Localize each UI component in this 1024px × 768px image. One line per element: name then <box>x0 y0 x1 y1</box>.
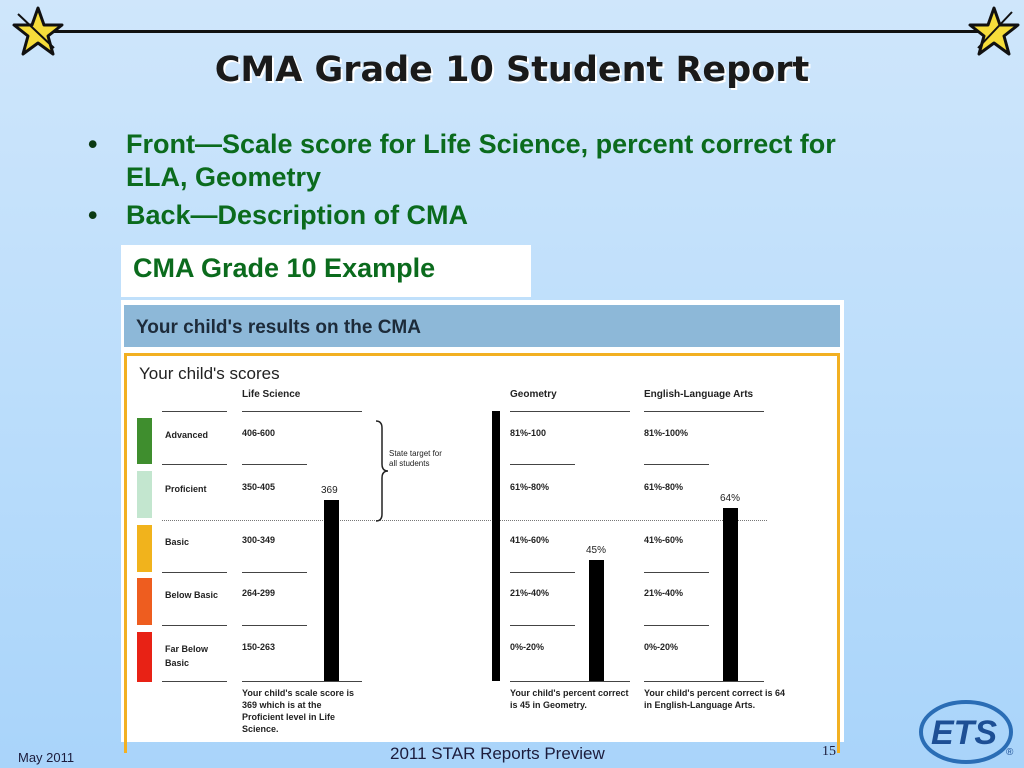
brace-icon <box>375 420 389 522</box>
divider <box>162 411 227 412</box>
scores-panel: Your child's scores Life Science Geometr… <box>124 353 840 753</box>
ela-range: 61%-80% <box>644 482 684 492</box>
star-icon <box>12 6 64 56</box>
level-name: Proficient <box>165 484 207 494</box>
divider <box>644 464 709 465</box>
bullet-item: • Back—Description of CMA <box>88 199 888 232</box>
divider <box>242 464 307 465</box>
level-name: Below Basic <box>165 590 219 600</box>
divider <box>644 572 709 573</box>
ela-score-bar <box>723 508 738 681</box>
life-science-score-bar <box>324 500 339 681</box>
divider <box>162 572 227 573</box>
top-rule <box>30 30 994 33</box>
star-icon <box>968 6 1020 56</box>
life-science-range: 300-349 <box>242 535 276 545</box>
bullet-symbol: • <box>88 129 98 159</box>
level-color-advanced <box>137 418 152 464</box>
divider <box>644 625 709 626</box>
life-science-range: 264-299 <box>242 588 276 598</box>
ela-range: 41%-60% <box>644 535 684 545</box>
divider <box>242 681 362 682</box>
report-header: Your child's results on the CMA <box>124 305 840 347</box>
divider <box>162 464 227 465</box>
divider <box>242 572 307 573</box>
life-science-score-label: 369 <box>321 485 338 497</box>
geometry-range: 41%-60% <box>510 535 550 545</box>
divider <box>644 411 764 412</box>
divider <box>162 625 227 626</box>
geometry-range: 0%-20% <box>510 642 545 652</box>
bullet-text: Front—Scale score for Life Science, perc… <box>126 129 836 192</box>
divider <box>510 464 575 465</box>
scores-title: Your child's scores <box>139 364 280 383</box>
level-name: Basic <box>165 537 190 547</box>
state-target-note: State target for all students <box>389 449 442 468</box>
ela-heading: English-Language Arts <box>644 389 754 400</box>
slide-title: CMA Grade 10 Student Report <box>214 50 810 90</box>
geometry-scale-axis <box>492 411 500 681</box>
divider <box>242 625 307 626</box>
geometry-range: 81%-100 <box>510 428 547 438</box>
ela-range: 0%-20% <box>644 642 679 652</box>
life-science-range: 406-600 <box>242 428 276 438</box>
geometry-heading: Geometry <box>510 389 557 400</box>
ela-range: 21%-40% <box>644 588 684 598</box>
report-image: Your child's results on the CMA Your chi… <box>121 300 844 753</box>
divider <box>510 681 630 682</box>
level-color-proficient <box>137 471 152 518</box>
divider <box>644 681 764 682</box>
example-label: CMA Grade 10 Example <box>121 245 531 297</box>
geometry-range: 21%-40% <box>510 588 550 598</box>
bullet-list: • Front—Scale score for Life Science, pe… <box>88 128 888 237</box>
bullet-item: • Front—Scale score for Life Science, pe… <box>88 128 888 194</box>
bullet-text: Back—Description of CMA <box>126 200 469 230</box>
ela-score-label: 64% <box>720 493 741 505</box>
divider <box>242 411 362 412</box>
bullet-symbol: • <box>88 200 98 230</box>
level-color-below-basic <box>137 578 152 625</box>
level-color-basic <box>137 525 152 572</box>
life-science-range: 350-405 <box>242 482 276 492</box>
ets-logo: ETS ® <box>919 700 1014 764</box>
life-science-caption: Your child's scale score is 369 which is… <box>242 688 355 734</box>
level-name: Basic <box>165 658 190 668</box>
geometry-score-label: 45% <box>586 544 607 556</box>
divider <box>510 572 575 573</box>
divider <box>510 411 630 412</box>
divider <box>510 625 575 626</box>
level-color-far-below-basic <box>137 632 152 682</box>
ela-range: 81%-100% <box>644 428 689 438</box>
geometry-caption: Your child's percent correct is 45 in Ge… <box>510 688 629 710</box>
level-name: Far Below <box>165 644 209 654</box>
ets-logo-text: ETS <box>931 714 997 752</box>
life-science-range: 150-263 <box>242 642 276 652</box>
geometry-range: 61%-80% <box>510 482 550 492</box>
state-target-line <box>162 520 767 521</box>
life-science-heading: Life Science <box>242 389 301 400</box>
footer-date: May 2011 <box>18 750 75 765</box>
ela-caption: Your child's percent correct is 64 in En… <box>644 688 786 710</box>
footer-title: 2011 STAR Reports Preview <box>390 744 605 763</box>
ets-logo-mark: ® <box>1006 747 1014 758</box>
page-number: 15 <box>822 744 836 759</box>
divider <box>162 681 227 682</box>
level-name: Advanced <box>165 430 209 440</box>
geometry-score-bar <box>589 559 604 681</box>
